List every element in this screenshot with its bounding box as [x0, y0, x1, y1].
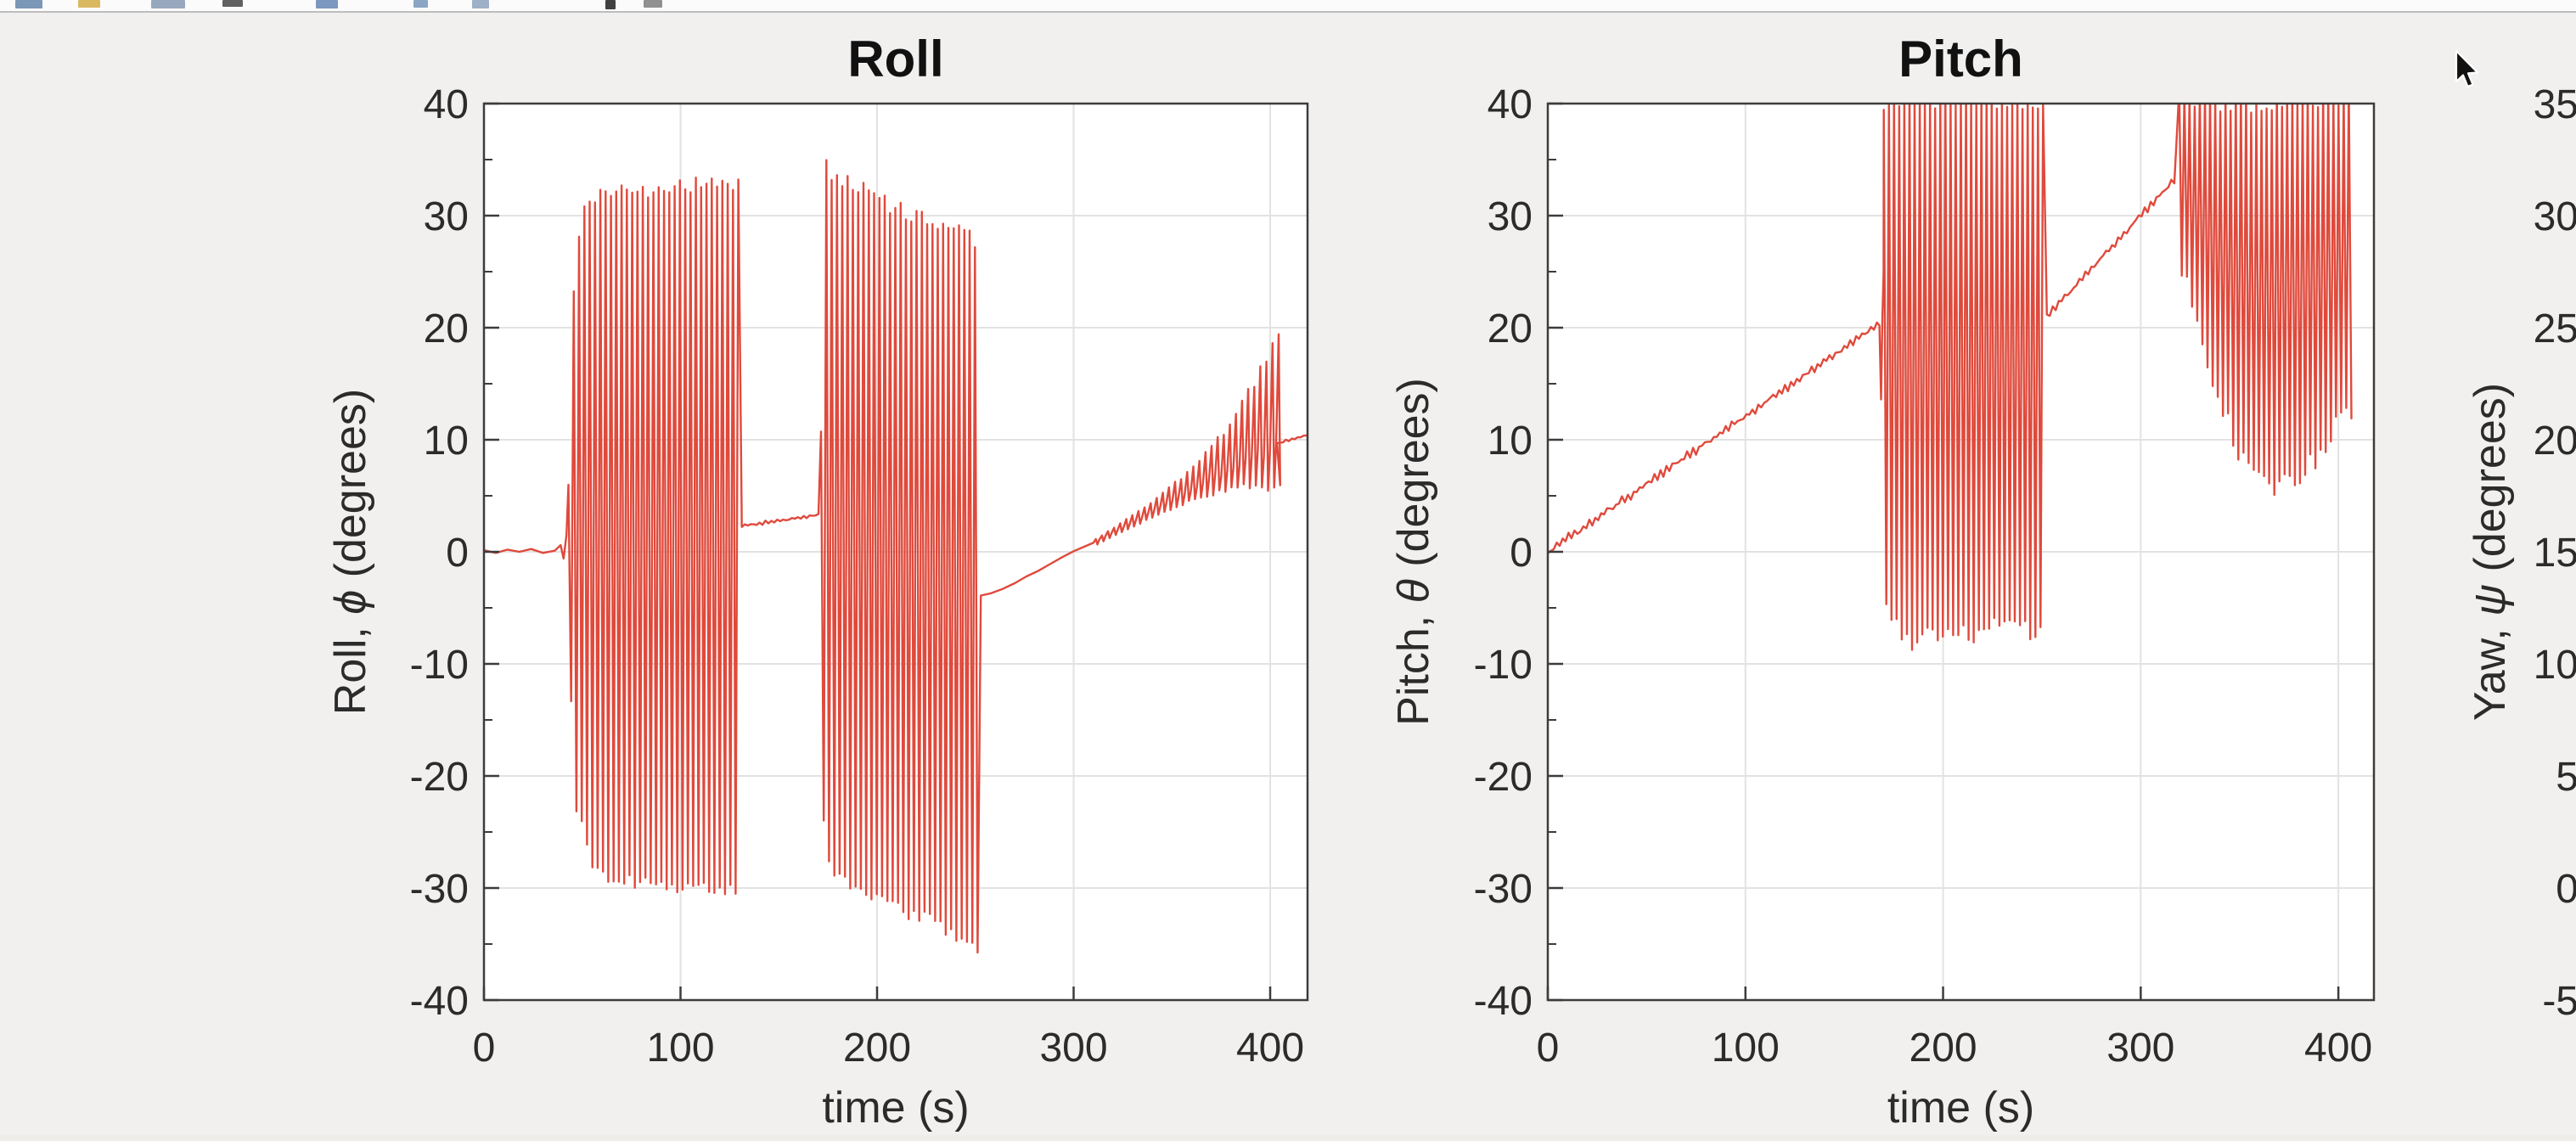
pitch-x-tick-label: 400: [2304, 1026, 2372, 1071]
pitch-title: Pitch: [1898, 31, 2023, 87]
pitch-x-tick-label: 300: [2106, 1026, 2174, 1071]
roll-x-tick-label: 100: [646, 1026, 714, 1071]
insert-legend-icon[interactable]: [644, 0, 662, 8]
yaw-y-tick-label: 10: [2534, 643, 2576, 688]
pitch-y-tick-label: -20: [1474, 755, 1533, 800]
yaw-y-tick-label: 5: [2556, 755, 2576, 800]
yaw-y-tick-label: 0: [2556, 867, 2576, 912]
pitch-ylabel-symbol: θ: [1389, 579, 1438, 603]
roll-x-tick-label: 300: [1039, 1026, 1107, 1071]
yaw-ylabel: Yaw, ψ (degrees): [2466, 383, 2515, 721]
roll-y-tick-label: -30: [410, 867, 469, 912]
open-file-icon[interactable]: [78, 0, 100, 8]
pitch-y-tick-label: 10: [1488, 419, 1533, 464]
yaw-subplot: 35 30 25 20 15 10 5 0 -5 Yaw, ψ (degrees): [2466, 82, 2576, 1024]
print-icon[interactable]: [222, 0, 243, 7]
pitch-x-tick-label: 100: [1712, 1026, 1780, 1071]
roll-x-tick-label: 200: [843, 1026, 911, 1071]
yaw-ylabel-text: (degrees): [2466, 383, 2515, 584]
pitch-x-tick-label: 0: [1537, 1026, 1560, 1071]
pitch-series-line: [1547, 103, 2353, 651]
yaw-ylabel-text: Yaw,: [2466, 616, 2515, 721]
roll-y-tick-label: 10: [424, 419, 469, 464]
roll-y-tick-label: 20: [424, 306, 469, 351]
save-figure-icon[interactable]: [151, 0, 185, 8]
pitch-ylabel-text: Pitch,: [1389, 603, 1438, 726]
pitch-y-tick-label: 20: [1488, 306, 1533, 351]
pitch-ylabel: Pitch, θ (degrees): [1389, 378, 1438, 726]
roll-y-tick-label: 30: [424, 194, 469, 239]
roll-y-tick-label: 40: [424, 82, 469, 127]
roll-xlabel: time (s): [822, 1083, 969, 1133]
pitch-xlabel: time (s): [1887, 1083, 2034, 1133]
pitch-y-tick-label: -10: [1474, 643, 1533, 688]
pitch-y-tick-label: 30: [1488, 194, 1533, 239]
zoom-in-icon[interactable]: [316, 0, 338, 8]
mouse-cursor-icon: [2455, 49, 2479, 88]
roll-title: Roll: [847, 31, 943, 87]
roll-y-tick-label: -40: [410, 979, 469, 1024]
roll-y-tick-label: -10: [410, 643, 469, 688]
yaw-y-tick-label: 30: [2534, 194, 2576, 239]
roll-ylabel-text: Roll,: [326, 615, 375, 715]
roll-ylabel-text: (degrees): [326, 389, 375, 590]
new-figure-icon[interactable]: [15, 0, 42, 8]
roll-series-line: [483, 159, 1308, 954]
pitch-y-tick-label: 40: [1488, 82, 1533, 127]
yaw-ylabel-symbol: ψ: [2466, 584, 2515, 616]
roll-ylabel: Roll, ϕ (degrees): [326, 389, 375, 715]
roll-x-tick-label: 400: [1236, 1026, 1304, 1071]
zoom-out-icon[interactable]: [413, 0, 428, 8]
pitch-ylabel-text: (degrees): [1389, 378, 1438, 579]
yaw-y-tick-label: 20: [2534, 419, 2576, 464]
roll-x-tick-label: 0: [473, 1026, 496, 1071]
figure-toolbar: [0, 0, 2576, 13]
bottom-window-edge: [0, 1135, 2576, 1141]
data-cursor-icon[interactable]: [605, 0, 616, 9]
roll-y-tick-label: 0: [446, 531, 469, 576]
yaw-y-tick-label: 35: [2534, 82, 2576, 127]
pitch-x-tick-label: 200: [1910, 1026, 1977, 1071]
roll-y-tick-label: -20: [410, 755, 469, 800]
pitch-y-tick-label: -40: [1474, 979, 1533, 1024]
pitch-y-tick-label: 0: [1510, 531, 1533, 576]
yaw-y-tick-label: -5: [2542, 979, 2576, 1024]
roll-ylabel-symbol: ϕ: [326, 590, 375, 615]
yaw-y-tick-label: 15: [2534, 531, 2576, 576]
pitch-y-tick-label: -30: [1474, 867, 1533, 912]
pan-icon[interactable]: [472, 0, 489, 8]
yaw-y-tick-label: 25: [2534, 306, 2576, 351]
